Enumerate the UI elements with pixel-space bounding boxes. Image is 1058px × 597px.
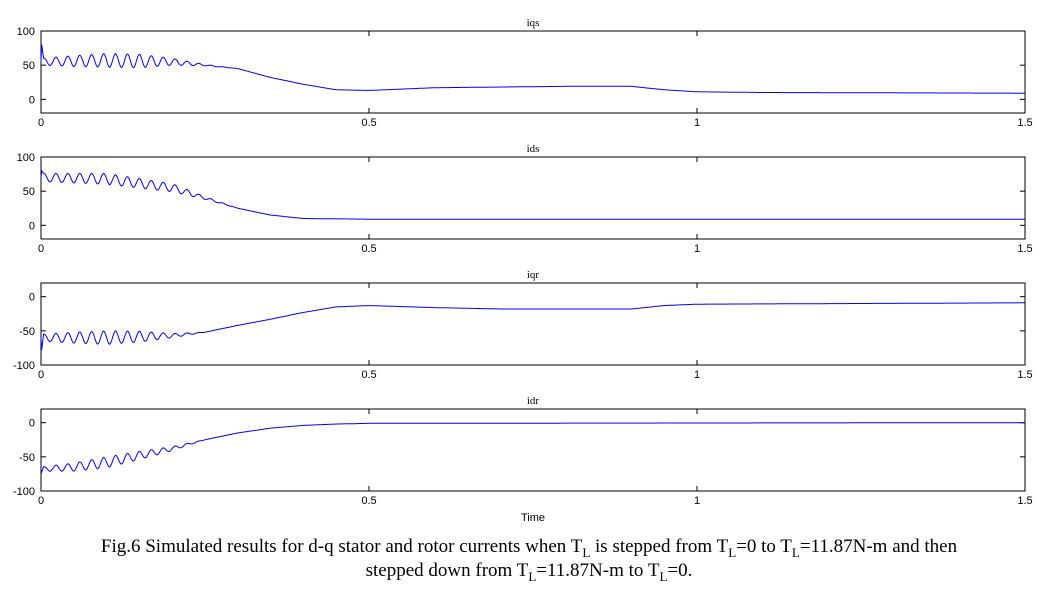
caption-text: is stepped from T [590,536,729,557]
x-tick-label: 1 [694,243,700,255]
x-tick-label: 0 [38,117,44,129]
y-tick-label: 0 [29,418,35,430]
series-line-ids [40,169,1025,220]
x-tick-label: 0.5 [361,369,376,381]
y-tick-label: -50 [19,452,35,464]
y-tick-label: 0 [29,94,35,106]
figure-caption-line2: stepped down from TL=11.87N-m to TL=0. [0,560,1058,585]
y-tick-label: -50 [19,326,35,338]
subplot-iqs: iqs 0 50 100 0 0.5 1 1.5 [17,17,1033,129]
plot-axes-box [40,408,1026,492]
subplot-title: ids [527,143,540,155]
subplot-title: iqs [527,17,540,29]
y-tick-label: 100 [17,152,35,164]
x-tick-label: 0 [38,243,44,255]
x-tick-label: 0 [38,495,44,507]
caption-sub: L [659,568,668,584]
x-tick-label: 1 [694,117,700,129]
y-tick-label: 50 [23,60,35,72]
caption-sub: L [528,568,537,584]
x-tick-label: 1.5 [1017,117,1032,129]
y-tick-label: 0 [29,292,35,304]
y-tick-label: 0 [29,220,35,232]
x-tick-label: 0.5 [361,243,376,255]
caption-sub: L [728,544,737,560]
caption-text: =11.87N-m to T [536,560,660,581]
x-tick-label: 0 [38,369,44,381]
y-tick-label: 100 [17,26,35,38]
x-tick-label: 0.5 [361,117,376,129]
y-tick-label: -100 [13,486,35,498]
caption-sub: L [582,544,591,560]
x-tick-label: 1.5 [1017,495,1032,507]
series-line-idr [40,422,1025,474]
subplot-title: iqr [527,269,540,281]
subplot-iqr: iqr -100 -50 0 0 0.5 1 1.5 [13,269,1033,381]
x-axis-label: Time [521,512,545,524]
subplot-idr: idr -100 -50 0 0 0.5 1 1.5 Time [13,395,1033,524]
subplot-ids: ids 0 50 100 0 0.5 1 1.5 [17,143,1033,255]
plot-axes-box [40,282,1026,366]
figure-caption-line1: Fig.6 Simulated results for d-q stator a… [0,536,1058,561]
series-line-iqs [40,44,1025,94]
y-tick-label: -100 [13,360,35,372]
y-tick-label: 50 [23,186,35,198]
series-line-iqr [40,302,1025,351]
caption-text: =0. [667,560,693,581]
plot-axes-box [40,30,1026,114]
x-tick-label: 0.5 [361,495,376,507]
x-tick-label: 1 [694,495,700,507]
caption-text: stepped down from T [365,560,529,581]
caption-sub: L [791,544,800,560]
plot-axes-box [40,156,1026,240]
caption-text: =0 to T [736,536,792,557]
x-tick-label: 1.5 [1017,243,1032,255]
caption-text: =11.87N-m and then [799,536,958,557]
x-tick-label: 1 [694,369,700,381]
caption-text: Fig.6 Simulated results for d-q stator a… [100,536,583,557]
subplot-title: idr [527,395,540,407]
x-tick-label: 1.5 [1017,369,1032,381]
